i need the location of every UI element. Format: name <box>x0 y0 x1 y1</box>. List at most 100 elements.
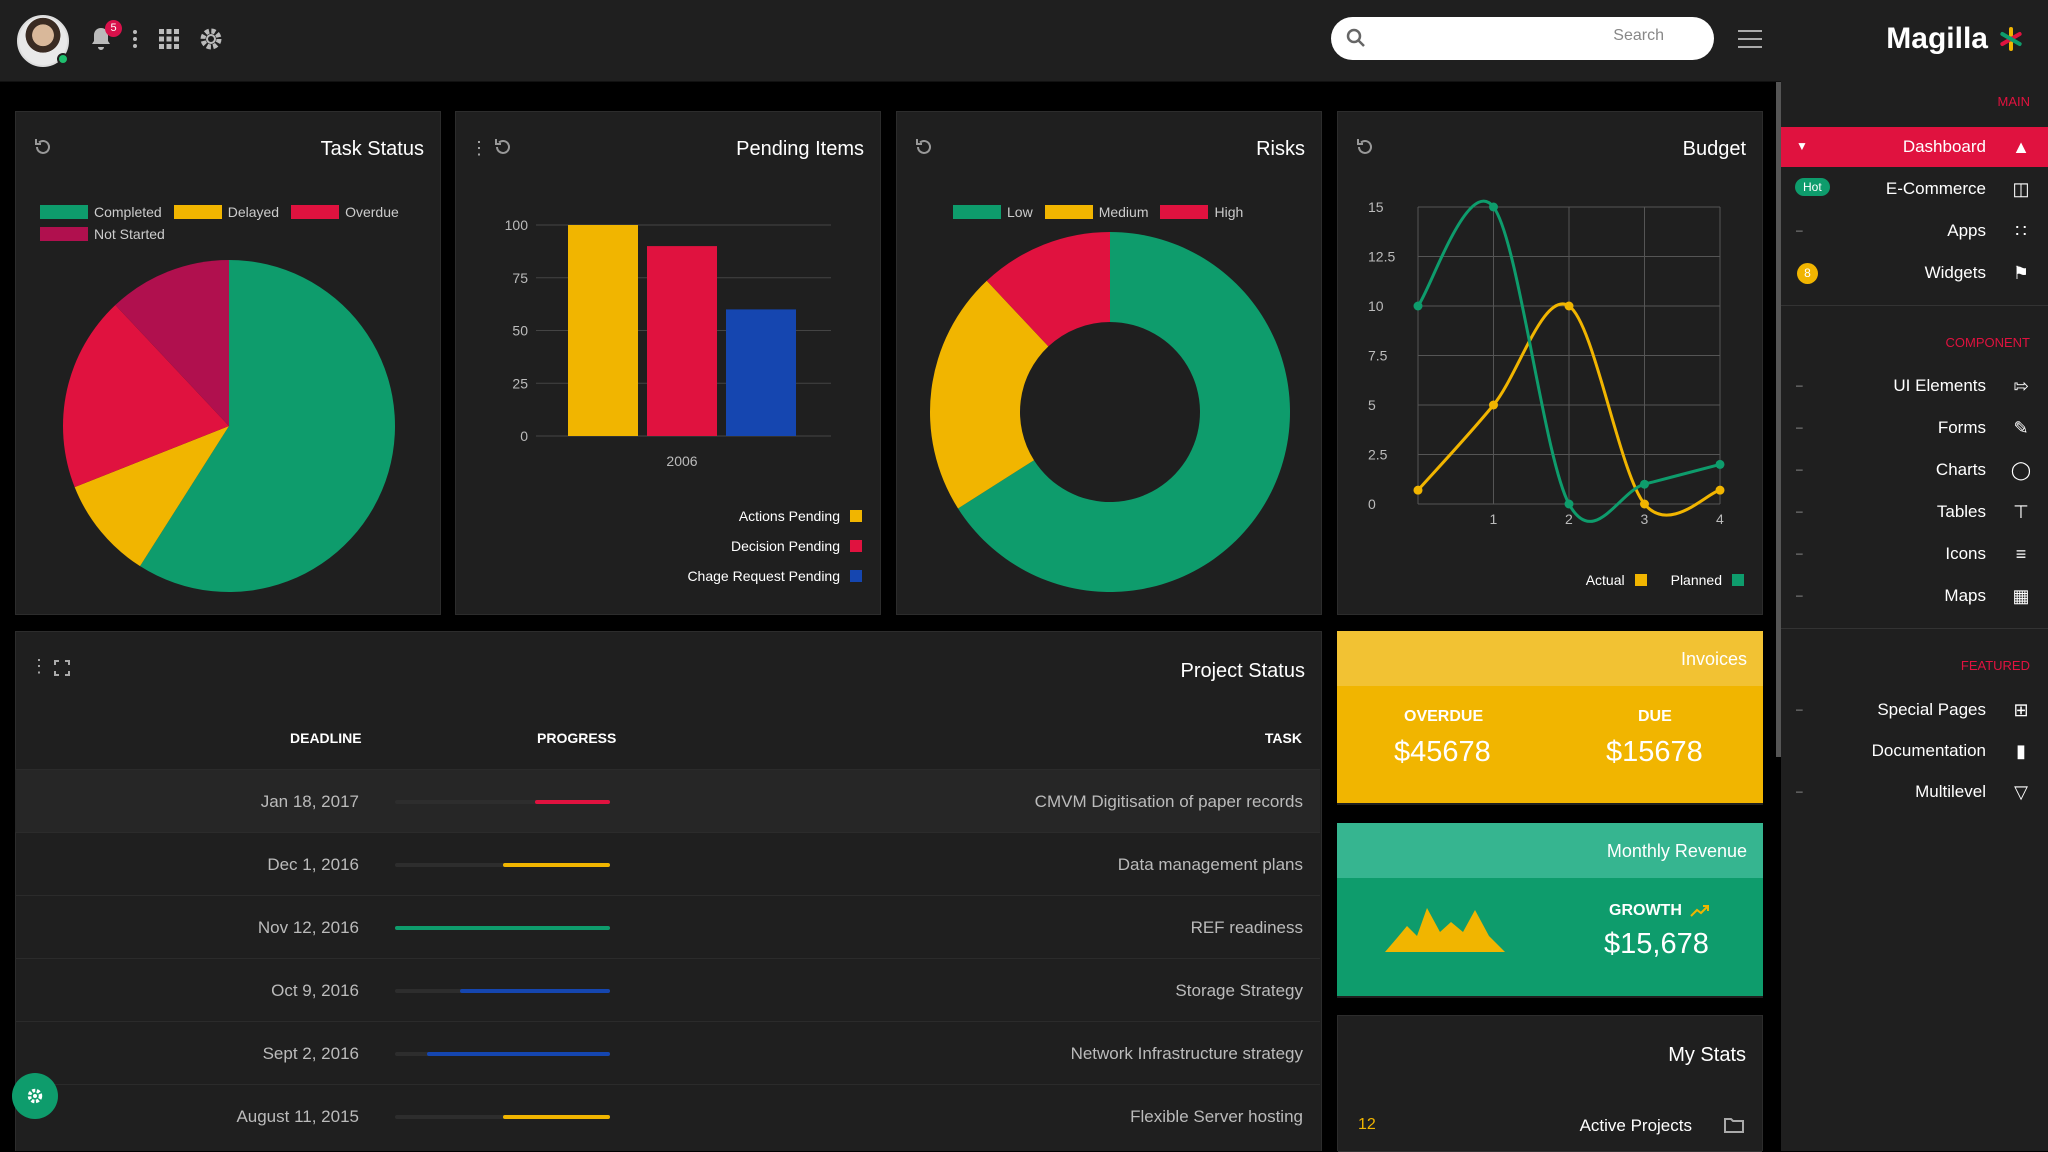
table-row[interactable]: August 11, 2015 Flexible Server hosting <box>15 1084 1320 1147</box>
fullscreen-icon[interactable] <box>54 660 70 676</box>
settings-fab-button[interactable] <box>12 1073 58 1119</box>
pending-items-card: ⋮ Pending Items 0 25 50 75 100 2006 Actions P… <box>455 111 881 615</box>
brand[interactable]: Magilla <box>1886 22 2024 56</box>
y-tick-label: 2.5 <box>1368 447 1388 463</box>
deadline-cell: Jan 18, 2017 <box>260 792 359 811</box>
sidebar-item-apps[interactable]: – Apps ∷ <box>1781 211 2048 251</box>
legend-label[interactable]: Planned <box>1670 572 1722 588</box>
budget-card: Budget 0 2.5 5 7.5 10 12.5 15 1 2 3 4 Actual Planne… <box>1337 111 1763 615</box>
legend-entry[interactable]: Low <box>953 204 1033 220</box>
chevron-down-icon: ▼ <box>1796 139 1808 153</box>
table-row[interactable]: Dec 1, 2016 Data management plans <box>15 832 1320 895</box>
chevron-down-icon: – <box>1796 546 1803 560</box>
legend-swatch <box>173 205 222 219</box>
brand-name: Magilla <box>1886 22 1988 55</box>
data-point <box>1413 301 1423 311</box>
task-cell: Network Infrastructure strategy <box>1070 1044 1303 1063</box>
hamburger-menu-icon[interactable] <box>1738 30 1762 50</box>
doc-icon: ▮ <box>2016 740 2026 761</box>
invoices-body: OVERDUE $45678 DUE $15678 <box>1337 686 1763 803</box>
apps-grid-icon[interactable] <box>154 26 184 56</box>
kebab-menu-icon[interactable] <box>120 26 150 56</box>
sidebar-item-icons[interactable]: – Icons ≡ <box>1781 534 2048 574</box>
sidebar-item-charts[interactable]: – Charts ◯ <box>1781 450 2048 490</box>
sidebar-item-label: Icons <box>1945 544 1986 563</box>
search-box <box>1331 17 1714 60</box>
data-point <box>1715 485 1725 495</box>
sidebar-item-label: Tables <box>1936 502 1986 521</box>
revenue-sparkline-icon <box>1385 908 1505 952</box>
legend-label: High <box>1214 204 1244 220</box>
scrollbar[interactable] <box>1776 82 1781 757</box>
y-tick-label: 10 <box>1368 298 1384 314</box>
legend-swatch <box>1634 574 1647 586</box>
sidebar-item-forms[interactable]: – Forms ✎ <box>1781 408 2048 448</box>
legend-entry[interactable]: Decision Pending <box>731 538 862 554</box>
sidebar-divider <box>1781 628 2048 629</box>
card-title: Project Status <box>1180 660 1305 682</box>
legend-row: Actual Planned <box>1572 572 1744 588</box>
legend-label: Chage Request Pending <box>687 568 840 584</box>
y-tick-label: 0 <box>520 428 528 444</box>
table-row[interactable]: Jan 18, 2017 CMVM Digitisation of paper r… <box>15 769 1320 832</box>
count-badge: 8 <box>1797 263 1818 284</box>
sidebar-item-label: Dashboard <box>1902 137 1986 156</box>
sidebar-item-ui-elements[interactable]: – UI Elements ⇰ <box>1781 366 2048 406</box>
search-input[interactable] <box>1414 27 1664 45</box>
legend-entry[interactable]: Medium <box>1044 204 1148 220</box>
legend-entry[interactable]: Not Started <box>40 226 165 242</box>
risks-donut-chart <box>930 232 1290 592</box>
legend-entry[interactable]: Actions Pending <box>739 508 862 524</box>
sidebar-item-widgets[interactable]: 8 Widgets ⚑ <box>1781 253 2048 293</box>
deadline-cell: Nov 12, 2016 <box>257 918 359 937</box>
sidebar-item-dashboard[interactable]: ▼ Dashboard ▲ <box>1781 127 2048 167</box>
bell-icon[interactable] <box>86 26 116 56</box>
column-header-deadline[interactable]: DEADLINE <box>290 730 362 746</box>
refresh-icon[interactable] <box>1354 136 1376 158</box>
stats-row[interactable]: 12 Active Projects <box>1338 1096 1762 1152</box>
column-header-task[interactable]: TASK <box>1264 730 1302 746</box>
sidebar-item-ecommerce[interactable]: Hot E-Commerce ◫ <box>1781 169 2048 209</box>
progress-bar <box>395 1115 610 1119</box>
refresh-icon[interactable] <box>492 136 514 158</box>
sidebar-item-label: Special Pages <box>1877 700 1986 719</box>
sidebar-item-special-pages[interactable]: – Special Pages ⊞ <box>1781 690 2048 730</box>
sidebar-item-multilevel[interactable]: – Multilevel ▽ <box>1781 772 2048 812</box>
y-tick-label: 0 <box>1368 496 1376 512</box>
chevron-down-icon: – <box>1796 702 1803 716</box>
chevron-down-icon: – <box>1796 378 1803 392</box>
donut-slice <box>930 280 1049 509</box>
refresh-icon[interactable] <box>32 136 54 158</box>
legend-entry[interactable]: Completed <box>40 204 162 220</box>
progress-bar <box>395 926 610 930</box>
data-point <box>1640 499 1649 509</box>
hot-badge: Hot <box>1795 178 1830 196</box>
table-row[interactable]: Nov 12, 2016 REF readiness <box>15 895 1320 958</box>
sidebar-item-tables[interactable]: – Tables ⊤ <box>1781 492 2048 532</box>
kebab-menu-icon[interactable]: ⋮ <box>470 138 488 158</box>
legend-entry[interactable]: Chage Request Pending <box>687 568 862 584</box>
sidebar-item-maps[interactable]: – Maps ▦ <box>1781 576 2048 616</box>
task-cell: Storage Strategy <box>1175 981 1303 1000</box>
revenue-header: Monthly Revenue <box>1337 823 1763 878</box>
sidebar-item-documentation[interactable]: Documentation ▮ <box>1781 731 2048 771</box>
data-point <box>1413 485 1423 495</box>
gear-icon[interactable] <box>196 26 226 56</box>
table-row[interactable]: Sept 2, 2016 Network Infrastructure strat… <box>15 1021 1320 1084</box>
y-tick-label: 25 <box>512 375 528 391</box>
plus-box-icon: ⊞ <box>2013 699 2029 720</box>
table-row[interactable]: Oct 9, 2016 Storage Strategy <box>15 958 1320 1021</box>
deadline-cell: Oct 9, 2016 <box>271 981 359 1000</box>
column-header-progress[interactable]: PROGRESS <box>537 730 617 746</box>
data-point <box>1489 202 1498 212</box>
flag-icon: ⚑ <box>2012 262 2030 283</box>
legend-entry[interactable]: Overdue <box>291 204 399 220</box>
kebab-menu-icon[interactable]: ⋮ <box>30 656 48 676</box>
card-title: Monthly Revenue <box>1606 841 1747 861</box>
avatar[interactable] <box>17 15 69 67</box>
legend-entry[interactable]: High <box>1160 204 1243 220</box>
sliders-icon: ≡ <box>2015 543 2027 564</box>
refresh-icon[interactable] <box>913 136 935 158</box>
legend-entry[interactable]: Delayed <box>173 204 279 220</box>
legend-label[interactable]: Actual <box>1585 572 1625 588</box>
